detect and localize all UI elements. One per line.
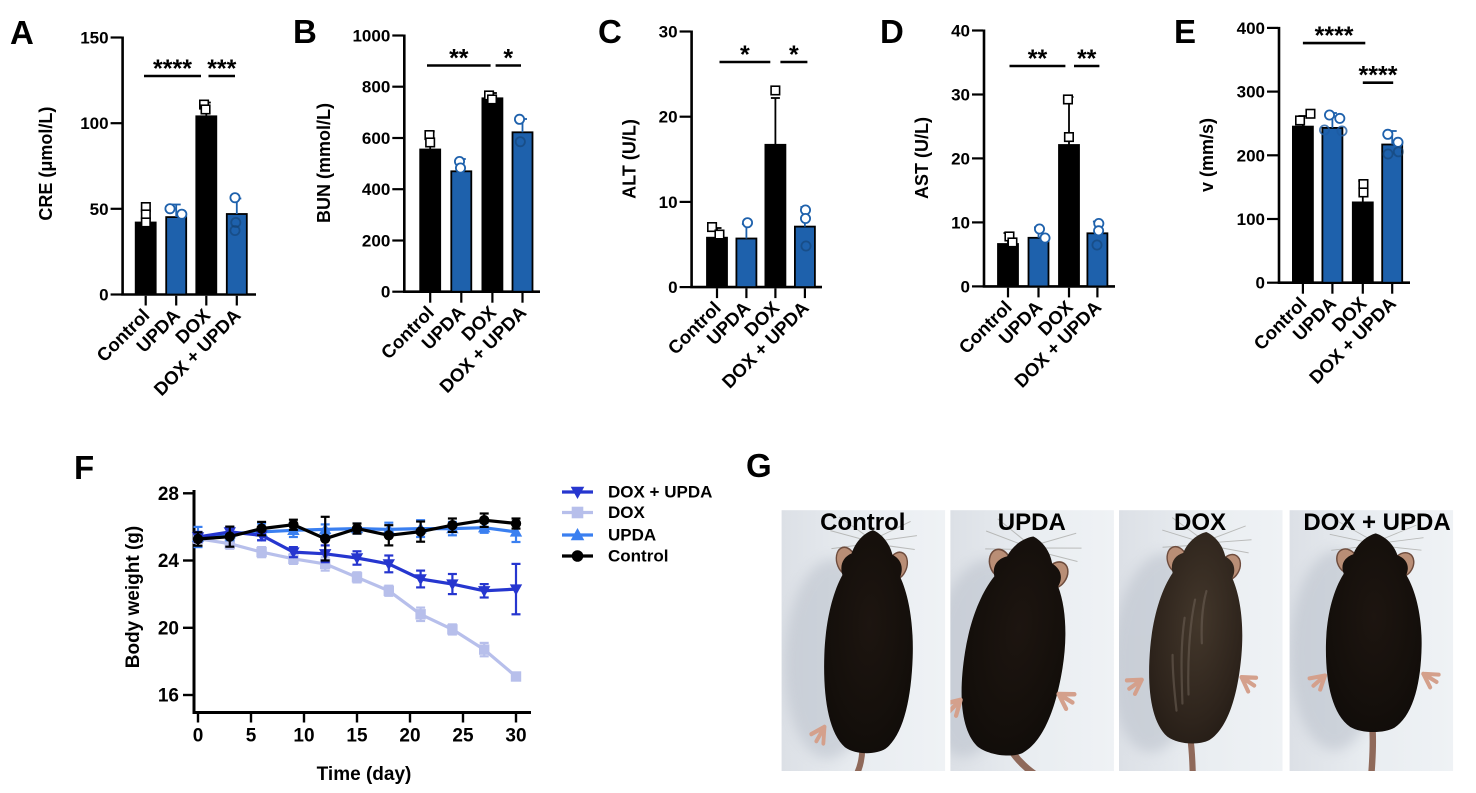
svg-text:20: 20 <box>659 108 678 127</box>
svg-text:10: 10 <box>951 213 970 232</box>
svg-text:DOX + UPDA: DOX + UPDA <box>1303 509 1450 536</box>
svg-text:****: **** <box>1315 22 1354 50</box>
svg-text:40: 40 <box>951 22 970 41</box>
svg-text:AST (U/L): AST (U/L) <box>912 117 932 199</box>
svg-text:DOX + UPDA: DOX + UPDA <box>608 483 712 502</box>
svg-text:0: 0 <box>381 283 390 302</box>
svg-text:5: 5 <box>246 726 257 747</box>
svg-text:0: 0 <box>961 277 970 296</box>
svg-text:0: 0 <box>1256 274 1265 293</box>
svg-text:****: **** <box>1359 62 1398 90</box>
svg-text:**: ** <box>449 45 469 73</box>
svg-text:300: 300 <box>1237 83 1265 102</box>
svg-text:Time (day): Time (day) <box>317 764 412 785</box>
svg-text:0: 0 <box>99 286 108 305</box>
svg-text:Control: Control <box>608 547 668 566</box>
svg-text:28: 28 <box>158 484 179 505</box>
svg-text:1000: 1000 <box>352 27 390 46</box>
svg-text:UPDA: UPDA <box>608 526 656 545</box>
svg-text:100: 100 <box>80 114 108 133</box>
svg-text:20: 20 <box>951 149 970 168</box>
svg-text:200: 200 <box>1237 146 1265 165</box>
svg-text:D: D <box>880 13 904 50</box>
svg-text:Control: Control <box>820 509 905 536</box>
svg-text:400: 400 <box>362 180 390 199</box>
svg-text:A: A <box>10 14 34 51</box>
svg-text:**: ** <box>1028 45 1048 73</box>
svg-text:UPDA: UPDA <box>998 509 1066 536</box>
svg-text:F: F <box>74 449 94 486</box>
svg-text:Body weight (g): Body weight (g) <box>123 526 144 668</box>
svg-text:800: 800 <box>362 78 390 97</box>
svg-text:*: * <box>740 41 750 69</box>
svg-text:30: 30 <box>659 23 678 42</box>
svg-text:***: *** <box>207 55 236 83</box>
svg-text:15: 15 <box>346 726 368 747</box>
svg-text:v (mm/s): v (mm/s) <box>1197 118 1217 192</box>
svg-text:BUN (mmol/L): BUN (mmol/L) <box>314 103 334 223</box>
svg-text:200: 200 <box>362 232 390 251</box>
svg-text:600: 600 <box>362 129 390 148</box>
svg-text:CRE (μmol/L): CRE (μmol/L) <box>36 107 56 221</box>
svg-text:20: 20 <box>399 726 420 747</box>
svg-text:****: **** <box>153 55 192 83</box>
svg-text:10: 10 <box>659 193 678 212</box>
svg-text:25: 25 <box>452 726 474 747</box>
svg-text:E: E <box>1174 13 1196 50</box>
svg-text:*: * <box>503 45 513 73</box>
svg-text:C: C <box>598 13 622 50</box>
svg-text:DOX: DOX <box>1174 509 1226 536</box>
svg-text:0: 0 <box>668 278 677 297</box>
svg-text:10: 10 <box>293 726 314 747</box>
svg-text:50: 50 <box>90 200 109 219</box>
svg-text:DOX: DOX <box>608 503 646 522</box>
svg-text:0: 0 <box>193 726 204 747</box>
svg-text:400: 400 <box>1237 19 1265 38</box>
svg-text:ALT (U/L): ALT (U/L) <box>620 119 640 199</box>
svg-text:G: G <box>746 447 772 484</box>
svg-text:24: 24 <box>158 551 180 572</box>
svg-text:100: 100 <box>1237 210 1265 229</box>
svg-text:20: 20 <box>158 618 179 639</box>
svg-text:*: * <box>789 41 799 69</box>
svg-text:16: 16 <box>158 686 179 707</box>
svg-text:30: 30 <box>505 726 526 747</box>
svg-text:30: 30 <box>951 86 970 105</box>
svg-text:150: 150 <box>80 29 108 48</box>
svg-text:**: ** <box>1077 45 1097 73</box>
svg-text:B: B <box>293 13 317 50</box>
